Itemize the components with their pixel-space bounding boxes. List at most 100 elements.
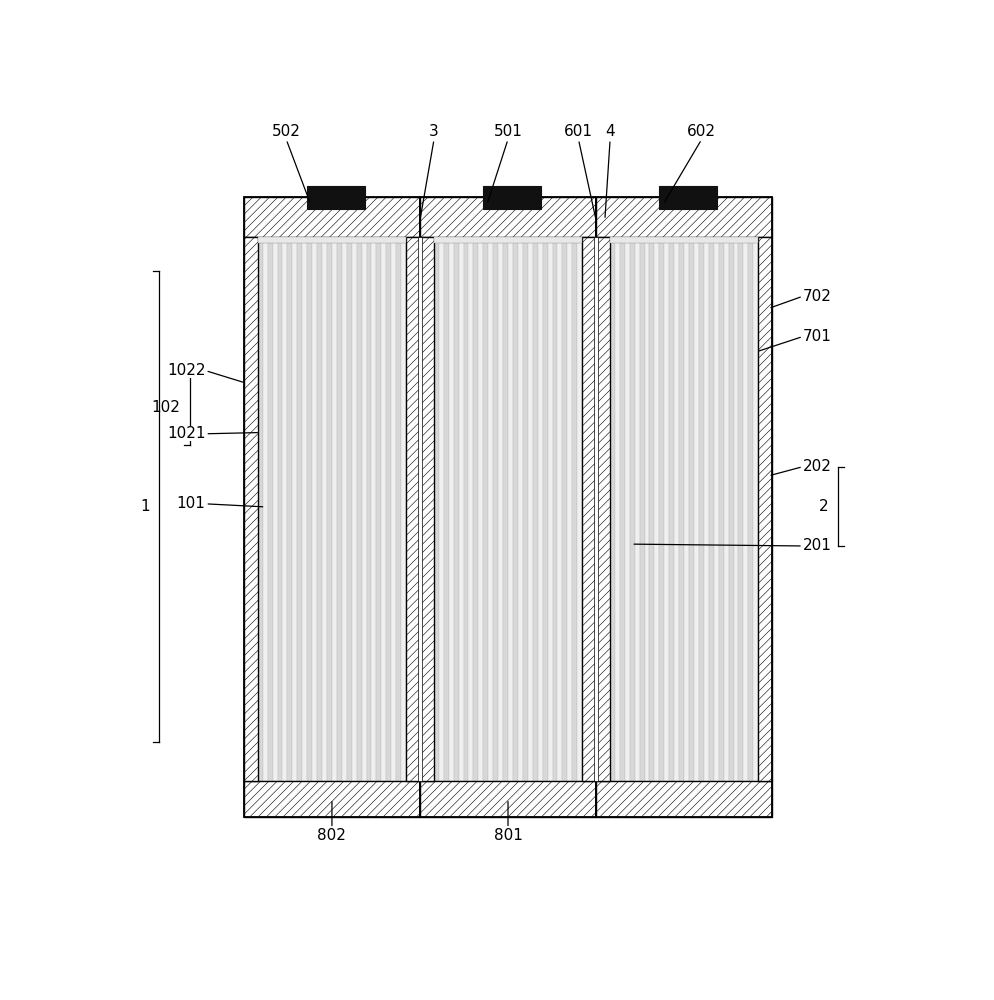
Text: 801: 801 — [493, 828, 522, 843]
Bar — [644, 243, 649, 781]
Bar — [473, 243, 478, 781]
Bar — [287, 243, 292, 781]
Bar — [609, 237, 757, 243]
Bar — [688, 243, 693, 781]
Bar — [391, 243, 396, 781]
Bar — [547, 243, 552, 781]
Bar — [406, 237, 419, 781]
Bar — [361, 243, 366, 781]
Bar — [664, 243, 669, 781]
Bar — [396, 243, 401, 781]
Text: 4: 4 — [604, 124, 614, 139]
Bar — [371, 243, 376, 781]
Bar — [366, 243, 371, 781]
Bar — [577, 243, 581, 781]
Bar — [458, 243, 463, 781]
Bar — [649, 243, 654, 781]
Bar — [483, 243, 488, 781]
Bar — [659, 243, 664, 781]
Bar — [448, 243, 453, 781]
Bar — [292, 243, 297, 781]
Bar — [488, 243, 493, 781]
Text: 202: 202 — [802, 459, 831, 474]
Bar — [482, 186, 541, 209]
Text: 602: 602 — [687, 124, 716, 139]
Bar — [376, 243, 381, 781]
Bar — [453, 243, 458, 781]
Bar — [743, 243, 747, 781]
Bar — [738, 243, 743, 781]
Bar — [634, 243, 639, 781]
Bar — [595, 237, 609, 781]
Bar — [639, 243, 644, 781]
Bar — [557, 243, 562, 781]
Bar — [356, 243, 361, 781]
Text: 2: 2 — [818, 499, 828, 514]
Bar — [679, 243, 684, 781]
Bar — [552, 243, 557, 781]
Bar — [312, 243, 317, 781]
Bar — [595, 197, 771, 817]
Text: 102: 102 — [152, 400, 181, 415]
Bar — [713, 243, 718, 781]
Bar — [733, 243, 738, 781]
Bar — [277, 243, 282, 781]
Bar — [244, 237, 257, 781]
Bar — [493, 243, 498, 781]
Bar — [614, 243, 619, 781]
Bar — [669, 243, 674, 781]
Bar — [468, 243, 473, 781]
Bar — [527, 243, 532, 781]
Bar — [419, 237, 433, 781]
Bar — [658, 186, 717, 209]
Bar — [463, 243, 468, 781]
Text: 1: 1 — [140, 499, 150, 514]
Text: 1022: 1022 — [167, 363, 205, 378]
Bar — [443, 243, 448, 781]
Bar — [351, 243, 356, 781]
Bar — [619, 243, 624, 781]
Bar — [307, 243, 312, 781]
Bar — [419, 197, 595, 237]
Bar — [567, 243, 572, 781]
Bar — [757, 237, 771, 781]
Bar — [532, 243, 537, 781]
Text: 1021: 1021 — [167, 426, 205, 441]
Bar — [297, 243, 302, 781]
Bar — [438, 243, 443, 781]
Bar — [282, 243, 287, 781]
Text: 3: 3 — [428, 124, 438, 139]
Text: 201: 201 — [802, 538, 831, 553]
Bar — [708, 243, 713, 781]
Bar — [503, 243, 508, 781]
Bar — [347, 243, 351, 781]
Bar — [609, 243, 614, 781]
Bar — [595, 197, 771, 237]
Text: 702: 702 — [802, 289, 831, 304]
Text: 802: 802 — [317, 828, 346, 843]
Bar — [517, 243, 522, 781]
Text: 501: 501 — [493, 124, 522, 139]
Text: 701: 701 — [802, 329, 831, 344]
Bar — [317, 243, 322, 781]
Bar — [419, 781, 595, 817]
Bar — [272, 243, 277, 781]
Bar — [332, 243, 337, 781]
Bar — [478, 243, 483, 781]
Bar — [257, 237, 406, 243]
Bar — [337, 243, 342, 781]
Bar — [562, 243, 567, 781]
Bar — [498, 243, 503, 781]
Bar — [752, 243, 757, 781]
Bar — [419, 197, 595, 817]
Bar — [342, 243, 347, 781]
Bar — [629, 243, 634, 781]
Bar — [703, 243, 708, 781]
Bar — [244, 197, 419, 237]
Bar — [693, 243, 698, 781]
Bar — [595, 781, 771, 817]
Bar — [572, 243, 577, 781]
Bar — [747, 243, 752, 781]
Bar — [381, 243, 386, 781]
Bar — [244, 781, 419, 817]
